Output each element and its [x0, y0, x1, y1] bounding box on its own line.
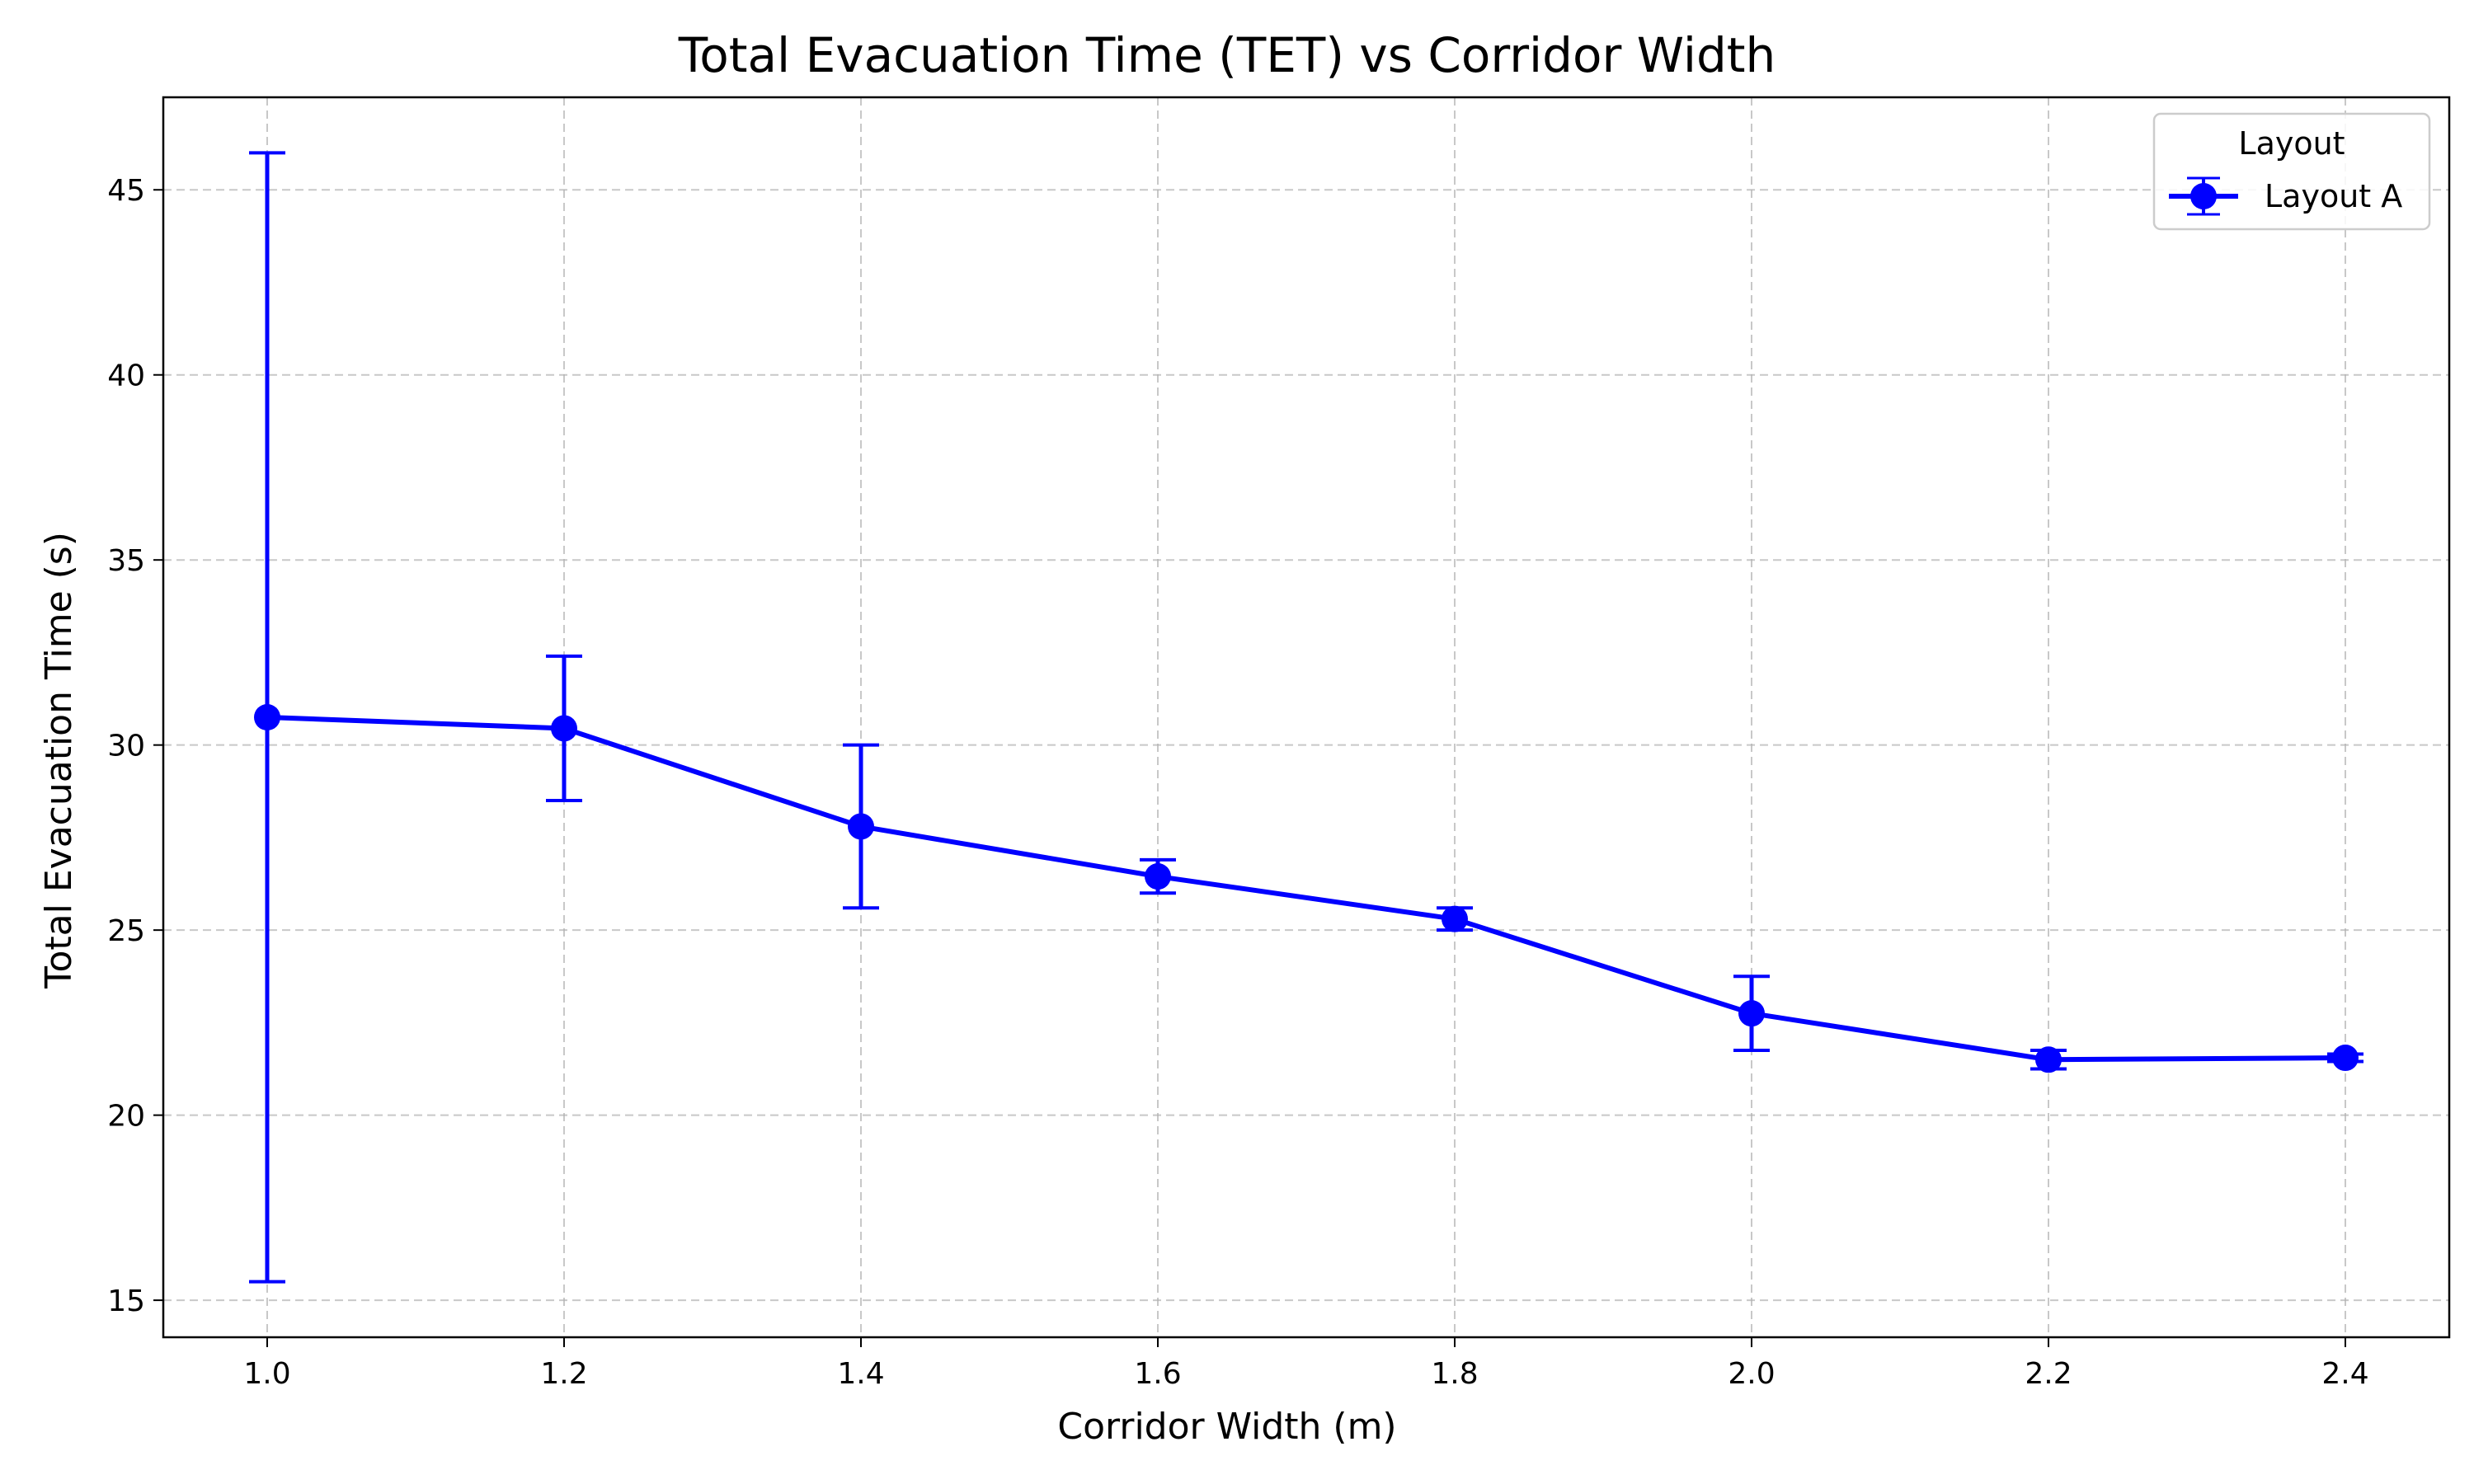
data-point — [254, 704, 280, 730]
data-point — [2332, 1045, 2359, 1072]
x-axis-label: Corridor Width (m) — [1057, 1406, 1396, 1448]
legend: Layout Layout A — [2152, 112, 2431, 231]
x-tick-label: 1.2 — [540, 1357, 587, 1391]
series-lines — [266, 715, 2346, 1063]
legend-marker-layout-a — [2169, 176, 2238, 216]
legend-box — [2152, 112, 2431, 231]
data-point — [2035, 1046, 2062, 1073]
x-tick-label: 1.0 — [243, 1357, 290, 1391]
y-tick-label: 25 — [107, 914, 145, 948]
data-point — [1442, 905, 1468, 932]
y-tick-label: 35 — [107, 544, 145, 578]
grid-lines — [163, 97, 2449, 1337]
y-tick-label: 40 — [107, 359, 145, 393]
x-axis-ticks: 1.0 1.2 1.4 1.6 1.8 2.0 2.2 2.4 — [243, 1337, 2369, 1391]
y-tick-label: 45 — [107, 174, 145, 208]
legend-title: Layout — [2238, 125, 2345, 162]
y-tick-label: 20 — [107, 1100, 145, 1134]
x-tick-label: 2.2 — [2025, 1357, 2072, 1391]
data-point — [1738, 1000, 1765, 1027]
data-point — [1145, 863, 1171, 890]
y-tick-label: 15 — [107, 1284, 145, 1318]
x-tick-label: 2.4 — [2321, 1357, 2368, 1391]
legend-point — [2190, 183, 2217, 209]
series-markers — [254, 704, 2359, 1073]
series-line — [266, 715, 2346, 1063]
plot-frame — [162, 96, 2451, 1339]
x-tick-label: 1.8 — [1431, 1357, 1478, 1391]
legend-label-layout-a: Layout A — [2265, 178, 2402, 214]
y-axis-ticks: 15 20 25 30 35 40 45 — [107, 174, 163, 1318]
x-tick-label: 1.4 — [837, 1357, 884, 1391]
y-tick-label: 30 — [107, 730, 145, 763]
y-axis-label: Total Evacuation Time (s) — [38, 532, 80, 989]
chart-title: Total Evacuation Time (TET) vs Corridor … — [678, 27, 1776, 83]
data-point — [551, 715, 577, 742]
x-tick-label: 2.0 — [1728, 1357, 1775, 1391]
x-tick-label: 1.6 — [1134, 1357, 1181, 1391]
data-point — [848, 813, 874, 840]
